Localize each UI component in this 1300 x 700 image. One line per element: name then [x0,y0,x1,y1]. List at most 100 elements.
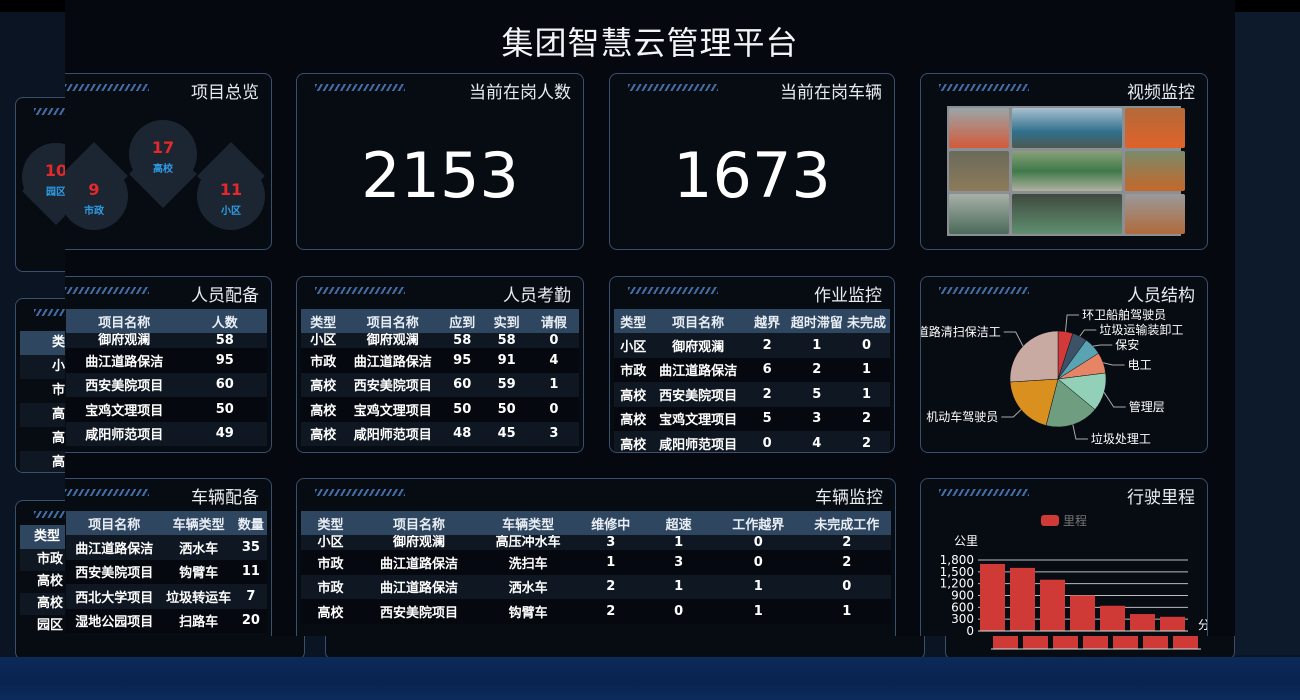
column-header[interactable]: 类型 [310,315,337,331]
ghost-row: 高 [52,431,66,446]
table-row[interactable]: 市政 曲江道路保洁 洗扫车 1 3 0 2 [301,550,891,575]
table-body[interactable]: 御府观澜 58 曲江道路保洁 95 西安美院项目 60 宝鸡文理项目 50 咸阳师范项目 49 [66,333,267,446]
pie-label-line [1003,331,1024,347]
video-thumbnail[interactable] [1012,194,1122,234]
table-row[interactable]: 曲江道路保洁 95 [66,348,267,373]
column-header[interactable]: 项目名称 [88,517,141,533]
video-thumbnail[interactable] [1125,151,1185,191]
video-thumbnail[interactable] [1012,108,1122,148]
table-cell: 0 [549,333,559,348]
drop-label: 市政 [84,206,104,217]
table-body[interactable]: 小区 御府观澜 2 1 0 市政 曲江道路保洁 6 2 1 高校 西安美院项目 2 5 1 高校 宝鸡文理项目 5… [614,333,890,453]
table-row[interactable]: 高校 西安美院项目 60 59 1 [301,372,579,397]
video-thumbnail[interactable] [949,194,1009,234]
table-row[interactable]: 高校 咸阳师范项目 0 4 2 [614,431,890,453]
video-thumbnail[interactable] [949,151,1009,191]
panel-title: 车辆配备 [191,488,259,508]
staffing-panel: 人员配备 项目名称 人数 御府观澜 58 曲江道路保洁 95 西安美院项目 60 宝鸡文理项目 5… [65,276,272,453]
bar[interactable] [1100,605,1125,631]
table-body[interactable]: 小区 御府观澜 58 58 0 市政 曲江道路保洁 95 91 4 高校 西安美院项目 60 59 1 高校宝… [301,333,579,446]
table-row[interactable]: 西安美院项目 60 [66,372,267,397]
staff-structure-panel: 人员结构 环卫船舶驾驶员 垃圾运输装卸工 保安 电工 管理层 垃圾处理工 机动车驾驶员 道路清… [920,276,1208,453]
background-strip [1235,12,1300,655]
column-header[interactable]: 车辆类型 [502,517,555,533]
column-header[interactable]: 项目名称 [366,315,419,331]
table-row[interactable]: 高校 咸阳师范项目 48 45 3 [301,421,579,446]
bar[interactable] [980,563,1005,631]
table-row[interactable]: 小区 御府观澜 高压冲水车 3 1 0 2 [301,535,891,550]
bar[interactable] [1010,567,1035,631]
video-thumbnail[interactable] [1125,194,1185,234]
column-header[interactable]: 类型 [620,315,647,331]
table-row[interactable]: 高校 宝鸡文理项目 50 50 0 [301,397,579,422]
bar[interactable] [1040,579,1065,631]
table-cell: 4 [549,352,559,368]
column-header[interactable]: 维修中 [591,517,631,533]
table-row[interactable]: 高校 西安美院项目 2 5 1 [614,382,890,407]
y-tick-label: 300 [951,612,974,626]
pie-slice[interactable] [1009,330,1059,383]
column-header[interactable]: 类型 [317,517,344,533]
column-header[interactable]: 应到 [449,315,476,331]
video-thumbnail[interactable] [1125,108,1185,148]
column-header[interactable]: 项目名称 [392,517,445,533]
table-row[interactable]: 市政 曲江道路保洁 95 91 4 [301,348,579,373]
table-cell: 1 [753,579,763,595]
drop-universities[interactable]: 17 高校 [129,120,197,208]
table-cell: 高校 [310,379,337,395]
column-header[interactable]: 车辆类型 [172,517,225,533]
column-header[interactable]: 未完成工作 [814,517,880,533]
video-thumbnail[interactable] [949,108,1009,148]
column-header[interactable]: 项目名称 [98,315,151,331]
column-header[interactable]: 请假 [540,315,567,331]
table-cell: 市政 [317,581,344,597]
table-row[interactable]: 高校 西安美院项目 钩臂车 2 0 1 1 [301,599,891,624]
column-header[interactable]: 数量 [237,517,264,533]
pie-slice[interactable] [1009,378,1059,426]
video-thumbnail[interactable] [1012,151,1122,191]
table-cell: 咸阳师范项目 [85,428,164,444]
table-row[interactable]: 湿地公园项目 扫路车 20 [66,608,267,633]
vehicle-monitor-panel: 车辆监控 类型 项目名称 车辆类型 维修中 超速 工作越界 未完成工作 小区 御府观澜 高压冲水车… [296,478,896,636]
table-row[interactable]: 市政 曲江道路保洁 洒水车 2 1 1 0 [301,574,891,599]
column-header[interactable]: 超时滞留 [790,315,843,331]
table-cell: 咸阳师范项目 [659,437,738,453]
column-header[interactable]: 人数 [211,315,238,331]
table-row[interactable]: 御府观澜 58 [66,333,267,348]
drop-municipal[interactable]: 9 市政 [65,142,128,230]
column-header[interactable]: 实到 [493,315,520,331]
column-header[interactable]: 项目名称 [672,315,725,331]
table-row[interactable]: 曲江道路保洁 洒水车 35 [66,535,267,560]
table-row[interactable]: 咸阳师范项目 49 [66,421,267,446]
table-row[interactable]: 西北大学项目 垃圾转运车 7 [66,584,267,609]
table-row[interactable]: 小区 御府观澜 58 58 0 [301,333,579,348]
pie-label-line [1103,362,1125,366]
table-cell: 6 [762,362,772,378]
table-body[interactable]: 曲江道路保洁 洒水车 35 西安美院项目 钩臂车 11 西北大学项目 垃圾转运车 7 湿地公园项目… [66,535,267,633]
table-cell: 0 [842,579,852,595]
column-header[interactable]: 越界 [754,315,781,331]
table-row[interactable]: 市政 曲江道路保洁 6 2 1 [614,357,890,382]
table-cell: 高校 [620,388,647,404]
column-header[interactable]: 工作越界 [732,517,785,533]
pie-slice[interactable] [1045,378,1096,428]
video-grid[interactable] [947,106,1185,236]
bar[interactable] [1070,595,1095,632]
legend-label[interactable]: 里程 [1063,513,1087,528]
bar[interactable] [1130,614,1155,631]
drop-communities[interactable]: 11 小区 [197,142,265,230]
table-row[interactable]: 宝鸡文理项目 50 [66,397,267,422]
legend-swatch[interactable] [1041,515,1059,526]
column-header[interactable]: 未完成 [846,315,886,331]
table-body[interactable]: 小区 御府观澜 高压冲水车 3 1 0 2 市政 曲江道路保洁 洗扫车 1 3 0 2 市政 曲江道路保洁 洒水… [301,535,891,624]
y-tick-label: 1,500 [940,565,974,579]
column-header[interactable]: 超速 [665,517,692,533]
table-row[interactable]: 西安美院项目 钩臂车 11 [66,559,267,584]
staffing-table: 项目名称 人数 御府观澜 58 曲江道路保洁 95 西安美院项目 60 宝鸡文理项目 50 咸阳师范… [66,309,267,446]
table-row[interactable]: 高校 宝鸡文理项目 5 3 2 [614,406,890,431]
bar[interactable] [1160,616,1185,631]
table-cell: 49 [215,426,234,442]
table-cell: 3 [674,554,684,570]
table-row[interactable]: 小区 御府观澜 2 1 0 [614,333,890,358]
